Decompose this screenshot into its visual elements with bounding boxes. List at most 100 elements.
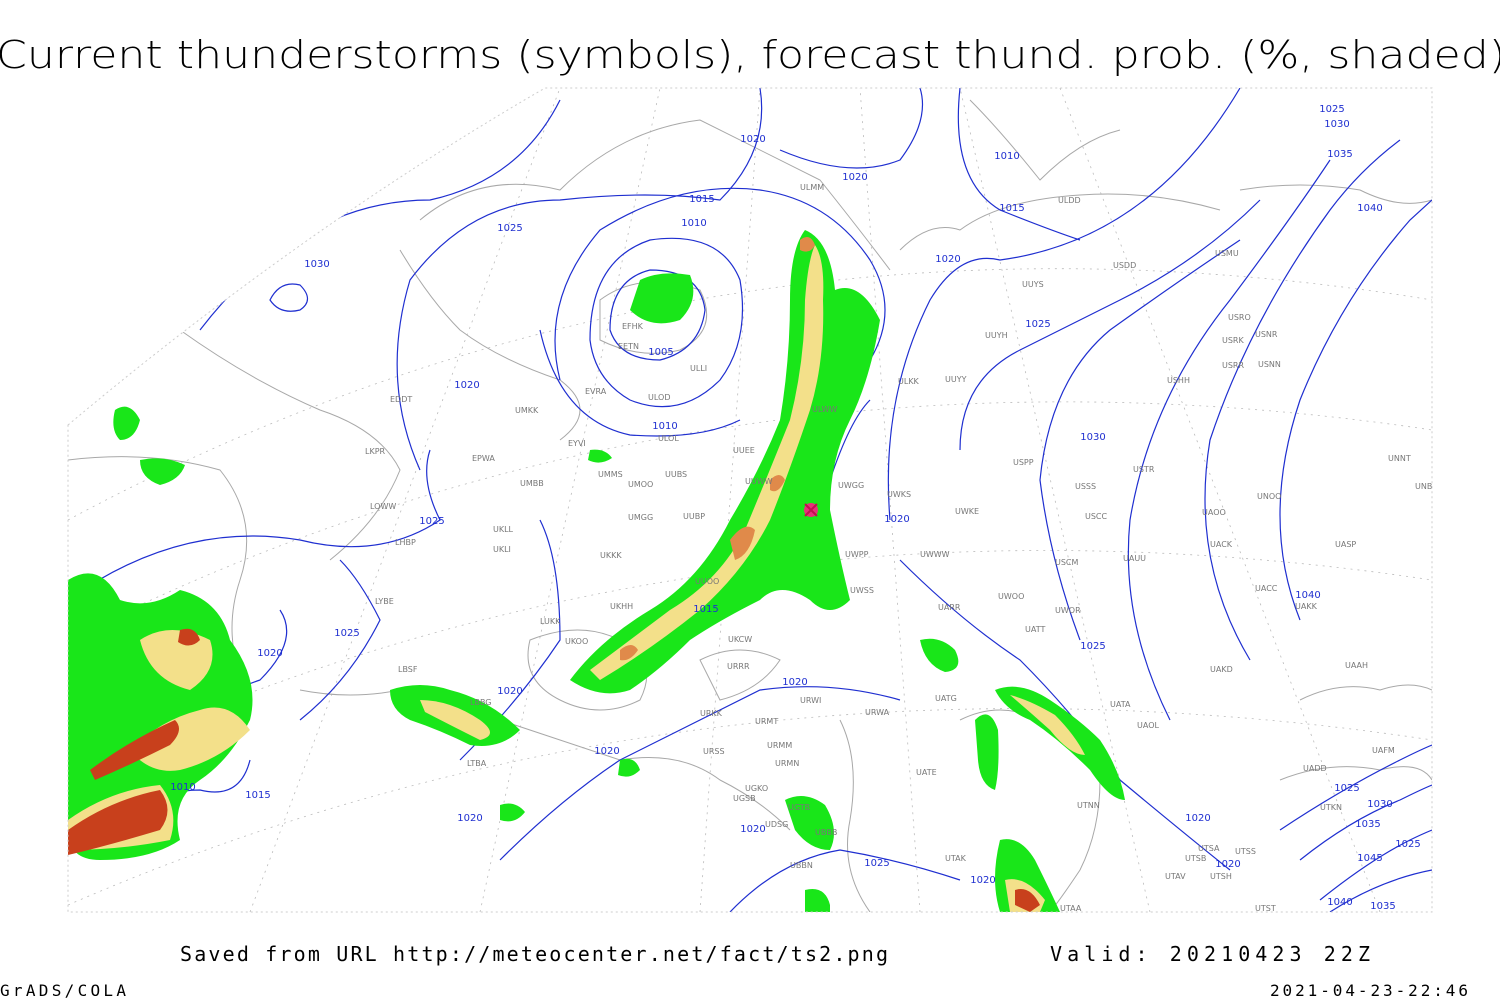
station-label: USPP — [1013, 458, 1034, 467]
station-label: UTSS — [1235, 847, 1256, 856]
station-label: UKHH — [610, 602, 633, 611]
station-label: ULLI — [690, 364, 707, 373]
station-label: UBBB — [815, 828, 837, 837]
station-label: USCC — [1085, 512, 1108, 521]
isobar-label: 1020 — [884, 514, 909, 525]
isobar-label: 1040 — [1295, 590, 1320, 601]
station-label: UAFM — [1372, 746, 1395, 755]
isobar-label: 1025 — [1080, 641, 1105, 652]
station-label: URMT — [755, 717, 778, 726]
station-label: UBBN — [790, 861, 813, 870]
station-label: UKCW — [728, 635, 752, 644]
station-label: UWOR — [1055, 606, 1081, 615]
station-label: UTNN — [1077, 801, 1100, 810]
isobar-label: 1020 — [1185, 813, 1210, 824]
station-label: UATA — [1110, 700, 1131, 709]
station-label: UWKE — [955, 507, 979, 516]
station-label: UUYH — [985, 331, 1008, 340]
station-label: UNNT — [1388, 454, 1411, 463]
isobar-label: 1015 — [245, 790, 270, 801]
station-label: LUKK — [540, 617, 561, 626]
station-label: UWKS — [887, 490, 911, 499]
station-label: ULKK — [898, 377, 920, 386]
station-label: ULWW — [812, 405, 837, 414]
isobar-label: 1025 — [419, 516, 444, 527]
thunderstorm-symbol — [804, 503, 818, 517]
station-label: UWSS — [850, 586, 874, 595]
map-frame — [67, 87, 1433, 913]
isobar-label: 1045 — [1357, 853, 1382, 864]
station-label: USDD — [1113, 261, 1136, 270]
station-label: UGKO — [745, 784, 768, 793]
station-label: UUYS — [1022, 280, 1044, 289]
station-label: UAUU — [1123, 554, 1146, 563]
isobar-label: 1020 — [497, 686, 522, 697]
station-labels: EFHK EETN EVRA ULOL ULOD ULLI EYVI EPWA UMMS UMOO… — [365, 183, 1438, 912]
station-label: UATE — [916, 768, 937, 777]
station-label: URRR — [727, 662, 750, 671]
isobar-label: 1010 — [994, 151, 1019, 162]
station-label: USSS — [1075, 482, 1096, 491]
saved-from-url: Saved from URL http://meteocenter.net/fa… — [180, 942, 888, 966]
valid-time: Valid: 20210423 22Z — [1050, 942, 1370, 966]
isobar-label: 1020 — [740, 824, 765, 835]
isobar-label: 1020 — [842, 172, 867, 183]
station-label: EPWA — [472, 454, 495, 463]
station-label: UTAV — [1165, 872, 1186, 881]
station-label: UUEE — [733, 446, 755, 455]
station-label: LOWW — [370, 502, 396, 511]
station-label: EYVI — [568, 439, 586, 448]
station-label: USNN — [1258, 360, 1281, 369]
isobar-label: 1020 — [1215, 859, 1240, 870]
station-label: UWGG — [838, 481, 864, 490]
station-label: UUBP — [683, 512, 705, 521]
station-label: EFHK — [622, 322, 644, 331]
producer: GrADS/COLA — [0, 981, 126, 1000]
station-label: URWI — [800, 696, 821, 705]
station-label: UNBB — [1415, 482, 1438, 491]
station-label: USNR — [1255, 330, 1278, 339]
isobar-label: 1005 — [648, 347, 673, 358]
station-label: UTSH — [1210, 872, 1232, 881]
station-label: UUWW — [745, 477, 773, 486]
isobar-label: 1020 — [454, 380, 479, 391]
station-label: UAKD — [1210, 665, 1233, 674]
isobar-label: 1040 — [1327, 897, 1352, 908]
isobar-label: 1030 — [1367, 799, 1392, 810]
station-label: ULOD — [648, 393, 670, 402]
station-label: UUBS — [665, 470, 687, 479]
isobar-label: 1015 — [999, 203, 1024, 214]
station-label: USRK — [1222, 336, 1244, 345]
isobar-label: 1020 — [257, 648, 282, 659]
station-label: USRO — [1228, 313, 1251, 322]
station-label: URKK — [700, 709, 723, 718]
station-label: UTKN — [1320, 803, 1342, 812]
station-label: UKOO — [565, 637, 588, 646]
station-label: LBSF — [398, 665, 418, 674]
isobar-label: 1035 — [1355, 819, 1380, 830]
station-label: UTSA — [1198, 844, 1220, 853]
isobar-label: 1025 — [864, 858, 889, 869]
isobar-label: 1030 — [1080, 432, 1105, 443]
station-label: ULMM — [800, 183, 824, 192]
station-label: ULOL — [658, 434, 679, 443]
station-label: UGSB — [733, 794, 756, 803]
station-label: UKKK — [600, 551, 622, 560]
station-label: LHBP — [395, 538, 416, 547]
map-area: 1030 1025 1020 1020 1015 1010 1005 1010 1020 1025… — [68, 88, 1438, 912]
station-label: UARR — [938, 603, 961, 612]
station-label: UUOO — [695, 577, 719, 586]
isobar-label: 1020 — [594, 746, 619, 757]
isobar-label: 1025 — [334, 628, 359, 639]
isobar-label: 1040 — [1357, 203, 1382, 214]
station-label: LBBG — [470, 698, 492, 707]
station-label: LTBA — [467, 759, 487, 768]
isobar-label: 1010 — [652, 421, 677, 432]
isobar-label: 1020 — [782, 677, 807, 688]
station-label: LYBE — [375, 597, 394, 606]
isobar-label: 1020 — [740, 134, 765, 145]
station-label: URSS — [703, 747, 725, 756]
station-label: USRR — [1222, 361, 1244, 370]
